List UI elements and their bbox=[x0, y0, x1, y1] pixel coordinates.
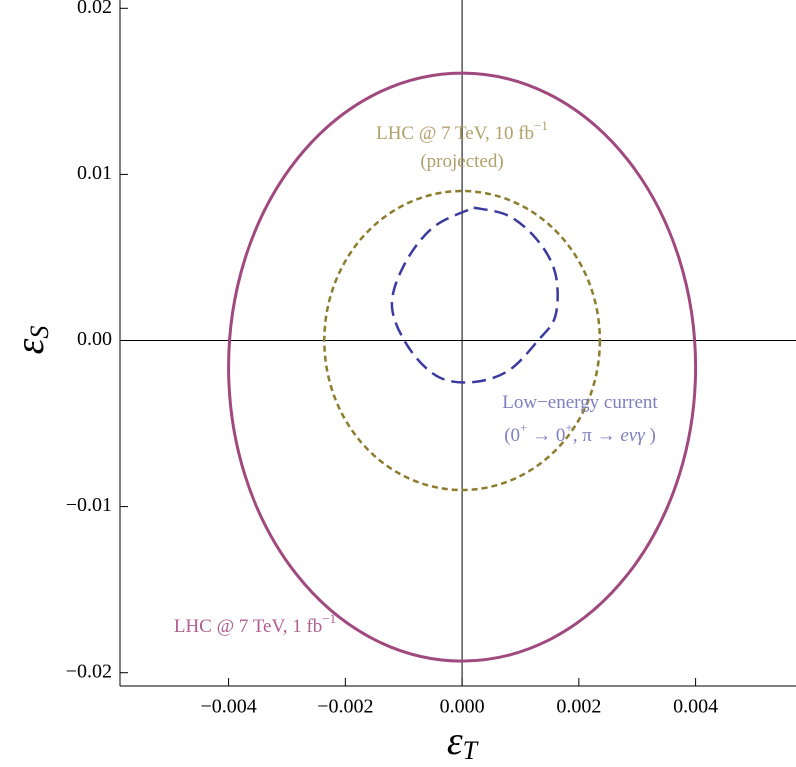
x-axis-label-sub: T bbox=[463, 736, 479, 765]
contour bbox=[227, 71, 698, 663]
annotation-sup: −1 bbox=[322, 611, 336, 626]
annotation-text: LHC @ 7 TeV, 10 fb bbox=[376, 123, 534, 144]
annotation: LHC @ 7 TeV, 1 fb−1 bbox=[174, 611, 336, 637]
y-tick-label: 0.01 bbox=[77, 162, 112, 184]
annotation-sup: + bbox=[520, 420, 527, 435]
contour bbox=[323, 189, 602, 492]
y-tick-label: 0.00 bbox=[77, 328, 112, 350]
y-tick-label: −0.02 bbox=[66, 660, 112, 682]
annotation: (projected) bbox=[420, 151, 503, 172]
contour bbox=[390, 206, 559, 384]
annotation-text: eνγ bbox=[620, 425, 645, 446]
annotation-text: (projected) bbox=[420, 151, 503, 172]
annotation-text: , π → bbox=[573, 425, 621, 446]
annotation-text: LHC @ 7 TeV, 1 fb bbox=[174, 616, 322, 637]
x-tick-label: 0.002 bbox=[556, 696, 601, 718]
x-tick-label: −0.004 bbox=[200, 696, 256, 718]
y-tick-label: 0.02 bbox=[77, 0, 112, 18]
annotation-sup: + bbox=[565, 420, 572, 435]
y-tick-label: −0.01 bbox=[66, 494, 112, 516]
x-axis-label: εT bbox=[447, 718, 479, 765]
annotation-text: Low−energy current bbox=[502, 392, 658, 413]
annotation-text: (0 bbox=[504, 425, 520, 446]
annotation: Low−energy current bbox=[502, 392, 658, 413]
y-axis-label: εS bbox=[7, 326, 54, 355]
annotation-text: → 0 bbox=[527, 425, 565, 446]
annotation-sup: −1 bbox=[534, 118, 548, 133]
x-tick-label: 0.004 bbox=[673, 696, 718, 718]
annotation: LHC @ 7 TeV, 10 fb−1 bbox=[376, 118, 548, 144]
x-tick-label: 0.000 bbox=[440, 696, 485, 718]
x-tick-label: −0.002 bbox=[317, 696, 373, 718]
annotation: (0+ → 0+, π → eνγ ) bbox=[504, 420, 656, 446]
annotation-text: ) bbox=[645, 425, 656, 446]
y-axis-label-main: ε bbox=[7, 338, 52, 354]
x-axis-label-main: ε bbox=[447, 718, 463, 763]
y-axis-label-sub: S bbox=[25, 326, 54, 339]
